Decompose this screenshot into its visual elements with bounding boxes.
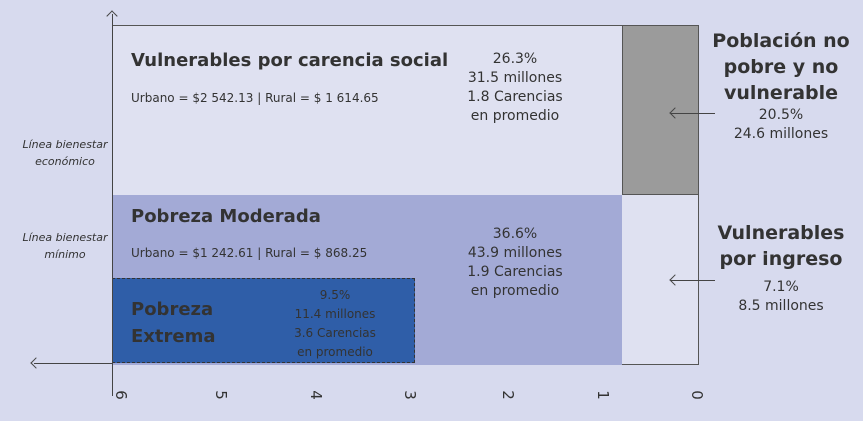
line-minimum-label: Línea bienestar mínimo	[22, 231, 108, 261]
income-vulnerable-callout: Vulnerables por ingreso 7.1% 8.5 millone…	[706, 220, 856, 316]
x-tick-label: 4	[307, 390, 325, 400]
title-line: Vulnerables	[717, 222, 845, 244]
percent: 9.5%	[319, 288, 351, 302]
title-line: por ingreso	[719, 248, 843, 270]
x-axis	[34, 363, 112, 364]
region-stats: 9.5% 11.4 millones 3.6 Carencias en prom…	[275, 286, 395, 362]
x-tick-label: 0	[688, 390, 706, 400]
people: 31.5 millones	[467, 70, 563, 86]
deprivations: 1.8 Carencias	[467, 89, 563, 105]
y-axis	[112, 14, 113, 396]
x-tick-label: 6	[112, 390, 130, 400]
people: 43.9 millones	[467, 245, 563, 261]
arrow-left-icon	[671, 113, 715, 114]
percent: 20.5%	[758, 107, 804, 123]
suffix: en promedio	[470, 108, 560, 124]
deprivations: 1.9 Carencias	[467, 264, 563, 280]
x-tick-label: 5	[212, 390, 230, 400]
percent: 36.6%	[492, 226, 538, 242]
region-stats: 36.6% 43.9 millones 1.9 Carencias en pro…	[450, 225, 580, 301]
people: 11.4 millones	[294, 307, 376, 321]
people: 24.6 millones	[733, 126, 829, 142]
title-line: Población no	[712, 30, 850, 52]
region-title: Pobreza Extrema	[131, 296, 216, 350]
arrow-left-icon	[671, 280, 715, 281]
suffix: en promedio	[470, 283, 560, 299]
percent: 26.3%	[492, 51, 538, 67]
y-axis-arrow-icon	[106, 10, 118, 22]
non-poor-callout: Población no pobre y no vulnerable 20.5%…	[706, 28, 856, 144]
x-tick-label: 2	[499, 390, 517, 400]
line-economic-label: Línea bienestar económico	[22, 138, 108, 168]
title-line: Extrema	[131, 326, 216, 347]
title-line: Pobreza	[131, 299, 214, 320]
region-thresholds: Urbano = $1 242.61 | Rural = $ 868.25	[131, 246, 368, 260]
title-line: vulnerable	[723, 82, 839, 104]
extreme-poverty-region	[112, 278, 415, 363]
deprivations: 3.6 Carencias	[294, 326, 376, 340]
region-title: Vulnerables por carencia social	[131, 50, 449, 71]
x-tick-label: 3	[401, 390, 419, 400]
region-thresholds: Urbano = $2 542.13 | Rural = $ 1 614.65	[131, 91, 379, 105]
region-title: Pobreza Moderada	[131, 206, 321, 227]
x-axis-arrow-icon	[30, 357, 42, 369]
non-poor-region	[622, 25, 699, 195]
percent: 7.1%	[763, 279, 799, 295]
people: 8.5 millones	[738, 298, 824, 314]
region-stats: 26.3% 31.5 millones 1.8 Carencias en pro…	[450, 50, 580, 126]
title-line: pobre y no	[723, 56, 839, 78]
x-tick-label: 1	[594, 390, 612, 400]
suffix: en promedio	[297, 345, 373, 359]
